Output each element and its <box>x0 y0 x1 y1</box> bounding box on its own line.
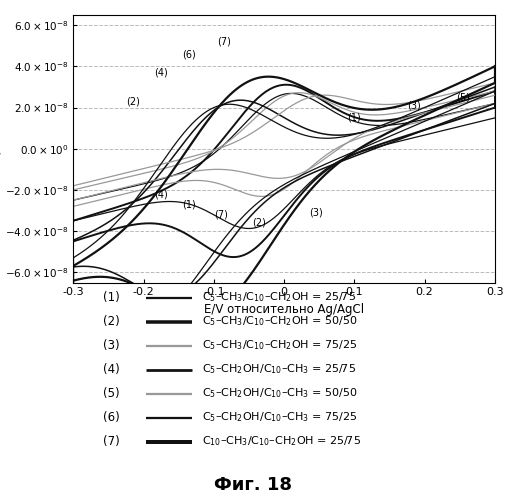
Text: (2): (2) <box>103 315 120 328</box>
Text: C$_5$–CH$_3$/C$_{10}$–CH$_2$OH = 50/50: C$_5$–CH$_3$/C$_{10}$–CH$_2$OH = 50/50 <box>202 314 358 328</box>
Text: Фиг. 18: Фиг. 18 <box>214 476 291 494</box>
Text: (1): (1) <box>182 200 196 209</box>
Text: (1): (1) <box>103 291 120 304</box>
Text: C$_{10}$–CH$_3$/C$_{10}$–CH$_2$OH = 25/75: C$_{10}$–CH$_3$/C$_{10}$–CH$_2$OH = 25/7… <box>202 434 361 448</box>
Text: (4): (4) <box>154 68 168 78</box>
Text: (6): (6) <box>103 411 120 424</box>
Text: (4): (4) <box>154 189 168 199</box>
Text: (7): (7) <box>103 435 120 448</box>
Text: C$_5$–CH$_2$OH/C$_{10}$–CH$_3$ = 75/25: C$_5$–CH$_2$OH/C$_{10}$–CH$_3$ = 75/25 <box>202 410 357 424</box>
Text: C$_5$–CH$_3$/C$_{10}$–CH$_2$OH = 75/25: C$_5$–CH$_3$/C$_{10}$–CH$_2$OH = 75/25 <box>202 338 357 352</box>
Text: (6): (6) <box>182 49 196 59</box>
Text: C$_5$–CH$_2$OH/C$_{10}$–CH$_3$ = 50/50: C$_5$–CH$_2$OH/C$_{10}$–CH$_3$ = 50/50 <box>202 386 358 400</box>
Text: (4): (4) <box>103 363 120 376</box>
Y-axis label: I / A: I / A <box>0 136 2 161</box>
Text: (3): (3) <box>309 208 323 218</box>
X-axis label: E/V относительно Ag/AgCl: E/V относительно Ag/AgCl <box>204 303 364 316</box>
Text: (5): (5) <box>103 387 119 400</box>
Text: (1): (1) <box>347 113 361 123</box>
Text: (3): (3) <box>407 100 421 110</box>
Text: (2): (2) <box>252 218 267 228</box>
Text: (5): (5) <box>457 92 470 102</box>
Text: C$_5$–CH$_3$/C$_{10}$–CH$_2$OH = 25/75: C$_5$–CH$_3$/C$_{10}$–CH$_2$OH = 25/75 <box>202 290 356 304</box>
Text: (2): (2) <box>126 96 140 106</box>
Text: (7): (7) <box>214 210 228 220</box>
Text: C$_5$–CH$_2$OH/C$_{10}$–CH$_3$ = 25/75: C$_5$–CH$_2$OH/C$_{10}$–CH$_3$ = 25/75 <box>202 362 356 376</box>
Text: (7): (7) <box>217 37 231 47</box>
Text: (3): (3) <box>103 339 119 352</box>
